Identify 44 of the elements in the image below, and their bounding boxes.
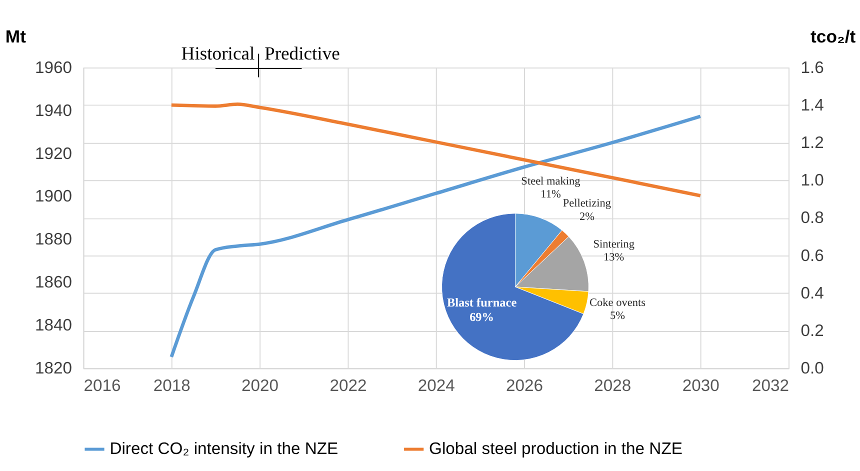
text: Predictive	[264, 44, 340, 65]
data-label: 11%	[540, 188, 561, 201]
y-tick-label: 1860	[34, 272, 72, 292]
x-tick-label: 2030	[682, 376, 720, 396]
x-tick-label: 2024	[418, 376, 455, 396]
data-label: 69%	[470, 310, 494, 324]
x-tick-label: 2020	[242, 376, 279, 396]
x-tick-label: 2022	[330, 376, 367, 396]
y-tick-label: 1880	[34, 230, 72, 249]
y2-tick-label: 0.0	[800, 358, 824, 378]
y2-tick-label: 1.4	[800, 95, 824, 114]
x-tick-label: 2028	[594, 376, 632, 396]
text: Historical	[181, 44, 255, 65]
y2-tick-label: 0.6	[800, 246, 824, 265]
y2-tick-label: 1.6	[800, 58, 824, 77]
slice-label: Sintering	[593, 238, 635, 250]
y-tick-label: 1900	[34, 186, 72, 206]
y2-tick-label: 0.2	[800, 320, 824, 340]
data-label: 5%	[610, 310, 625, 322]
y2-tick-label: 1.2	[800, 133, 824, 152]
x-tick-label: 2016	[84, 376, 121, 396]
y-axis-title: Mt	[5, 26, 26, 46]
y-tick-label: 1820	[34, 358, 72, 378]
y2-tick-label: 1.0	[800, 170, 824, 190]
y2-axis-title: tco₂/t	[810, 26, 856, 46]
y-tick-label: 1920	[34, 144, 72, 163]
y2-tick-label: 0.8	[800, 208, 824, 228]
line-series	[170, 114, 702, 359]
slice-label: Coke ovents	[590, 296, 646, 309]
y-tick-label: 1940	[34, 100, 72, 120]
legend-label: Direct CO₂ intensity in the NZE	[110, 439, 338, 458]
y-tick-label: 1960	[34, 58, 72, 77]
line-series	[170, 102, 702, 198]
x-tick-label: 2026	[506, 376, 544, 396]
x-tick-label: 2018	[153, 376, 190, 396]
slice-label: Pelletizing	[562, 198, 612, 210]
x-tick-label: 2032	[752, 376, 789, 396]
y2-tick-label: 0.4	[800, 283, 824, 302]
y-tick-label: 1840	[34, 316, 72, 335]
slice-label: Blast furnace	[446, 296, 518, 310]
legend-label: Global steel production in the NZE	[429, 439, 682, 458]
data-label: 13%	[604, 252, 624, 264]
data-label: 2%	[579, 210, 594, 223]
slice-label: Steel making	[521, 175, 581, 188]
